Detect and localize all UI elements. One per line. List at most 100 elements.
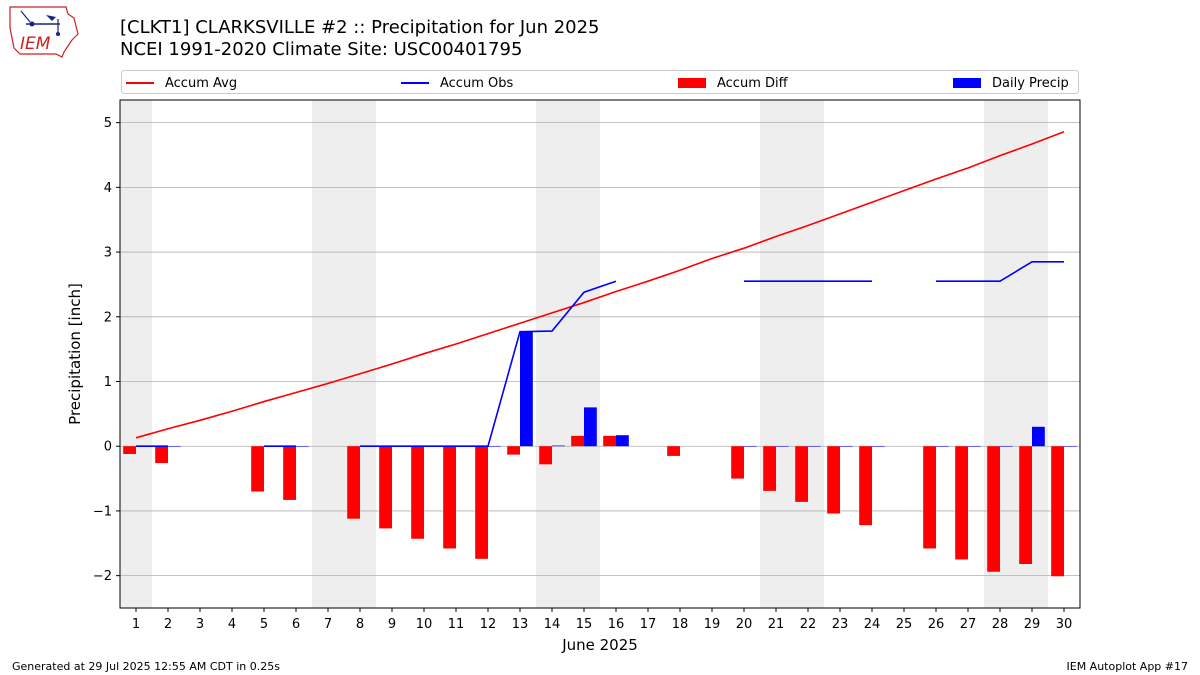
weekend-band-3 [536,100,600,608]
x-tick-label-7: 7 [324,617,332,632]
logo-text: IEM [20,34,51,54]
diff-bar-day-16 [603,435,616,447]
x-tick-label-20: 20 [736,617,753,632]
daily-bar-day-22 [808,446,821,447]
x-tick-label-10: 10 [416,617,433,632]
diff-bar-day-24 [859,446,872,526]
diff-bar-day-14 [539,446,552,465]
x-tick-label-15: 15 [576,617,593,632]
diff-bar-day-23 [827,446,840,514]
x-tick-label-8: 8 [356,617,364,632]
y-axis-label: Precipitation [inch] [66,283,84,425]
daily-bar-day-2 [168,446,181,447]
footer-app: IEM Autoplot App #17 [1066,660,1189,673]
daily-bar-day-23 [840,446,853,447]
legend-label-daily-precip: Daily Precip [992,75,1069,91]
diff-bar-day-21 [763,446,776,491]
y-tick-label-3: 1 [104,375,112,390]
iem-logo: IEM [9,6,79,58]
daily-bar-day-30 [1064,446,1077,447]
legend-label-accum-obs: Accum Obs [440,75,514,91]
legend: Accum Avg Accum Obs Accum Diff Daily Pre… [121,70,1079,94]
x-tick-label-16: 16 [608,617,625,632]
accum-obs-line-segment-3 [360,280,617,448]
x-tick-label-11: 11 [448,617,465,632]
y-tick-label-2: 0 [104,440,112,455]
diff-bar-day-8 [347,446,360,519]
diff-bar-day-9 [379,446,392,529]
diff-bar-day-2 [155,446,168,464]
daily-bar-day-12 [488,446,501,447]
weekend-band-4 [760,100,824,608]
weekend-band-1 [120,100,152,608]
x-tick-label-27: 27 [960,617,977,632]
diff-bar-day-10 [411,446,424,539]
chart-title: [CLKT1] CLARKSVILLE #2 :: Precipitation … [120,17,600,38]
diff-bar-day-6 [283,446,296,500]
plot-frame [119,99,1081,609]
y-tick-label-1: −1 [93,504,112,519]
diff-bar-day-22 [795,446,808,502]
y-tick-label-0: −2 [93,569,112,584]
legend-label-accum-avg: Accum Avg [165,75,238,91]
daily-bar-day-13 [520,331,533,447]
x-tick-label-25: 25 [896,617,913,632]
x-tick-label-9: 9 [388,617,396,632]
diff-bar-day-15 [571,435,584,447]
x-tick-label-23: 23 [832,617,849,632]
daily-bar-day-27 [968,446,981,447]
legend-item-accum-avg: Accum Avg [126,74,237,92]
diff-bar-day-20 [731,446,744,479]
daily-bar-day-21 [776,446,789,447]
legend-swatch-accum-obs [401,82,429,84]
diff-bar-day-28 [987,446,1000,572]
x-tick-label-19: 19 [704,617,721,632]
diff-bar-day-29 [1019,446,1032,564]
y-tick-label-6: 4 [104,181,112,196]
x-axis-label: June 2025 [561,636,638,654]
diff-bar-day-5 [251,446,264,492]
x-tick-label-13: 13 [512,617,529,632]
daily-bar-day-16 [616,435,629,447]
x-tick-label-18: 18 [672,617,689,632]
x-tick-label-6: 6 [292,617,300,632]
accum-avg-line-segment-1 [135,130,1065,439]
legend-swatch-accum-diff [678,78,706,88]
diff-bar-day-27 [955,446,968,560]
diff-bar-day-13 [507,446,520,455]
x-tick-label-29: 29 [1024,617,1041,632]
daily-bar-day-26 [936,446,949,447]
x-tick-label-17: 17 [640,617,657,632]
x-tick-label-14: 14 [544,617,561,632]
x-tick-label-21: 21 [768,617,785,632]
x-tick-label-1: 1 [132,617,140,632]
diff-bar-day-30 [1051,446,1064,577]
legend-item-daily-precip: Daily Precip [953,74,1069,92]
legend-swatch-daily-precip [953,78,981,88]
legend-item-accum-diff: Accum Diff [678,74,788,92]
weekend-band-2 [312,100,376,608]
y-tick-label-5: 3 [104,246,112,261]
legend-item-accum-obs: Accum Obs [401,74,513,92]
x-tick-label-24: 24 [864,617,881,632]
diff-bar-day-12 [475,446,488,559]
x-tick-label-28: 28 [992,617,1009,632]
chart-subtitle: NCEI 1991-2020 Climate Site: USC00401795 [120,39,523,60]
x-tick-label-26: 26 [928,617,945,632]
x-tick-label-5: 5 [260,617,268,632]
diff-bar-day-11 [443,446,456,549]
x-tick-label-12: 12 [480,617,497,632]
footer-generated: Generated at 29 Jul 2025 12:55 AM CDT in… [12,660,280,673]
daily-bar-day-15 [584,407,597,447]
daily-bar-day-6 [296,446,309,447]
legend-swatch-accum-avg [126,82,154,84]
y-tick-label-4: 2 [104,310,112,325]
accum-obs-line-segment-5 [936,260,1064,282]
daily-bar-day-29 [1032,426,1045,447]
diff-bar-day-26 [923,446,936,549]
x-tick-label-2: 2 [164,617,172,632]
x-tick-label-22: 22 [800,617,817,632]
daily-bar-day-28 [1000,446,1013,447]
x-tick-label-3: 3 [196,617,204,632]
